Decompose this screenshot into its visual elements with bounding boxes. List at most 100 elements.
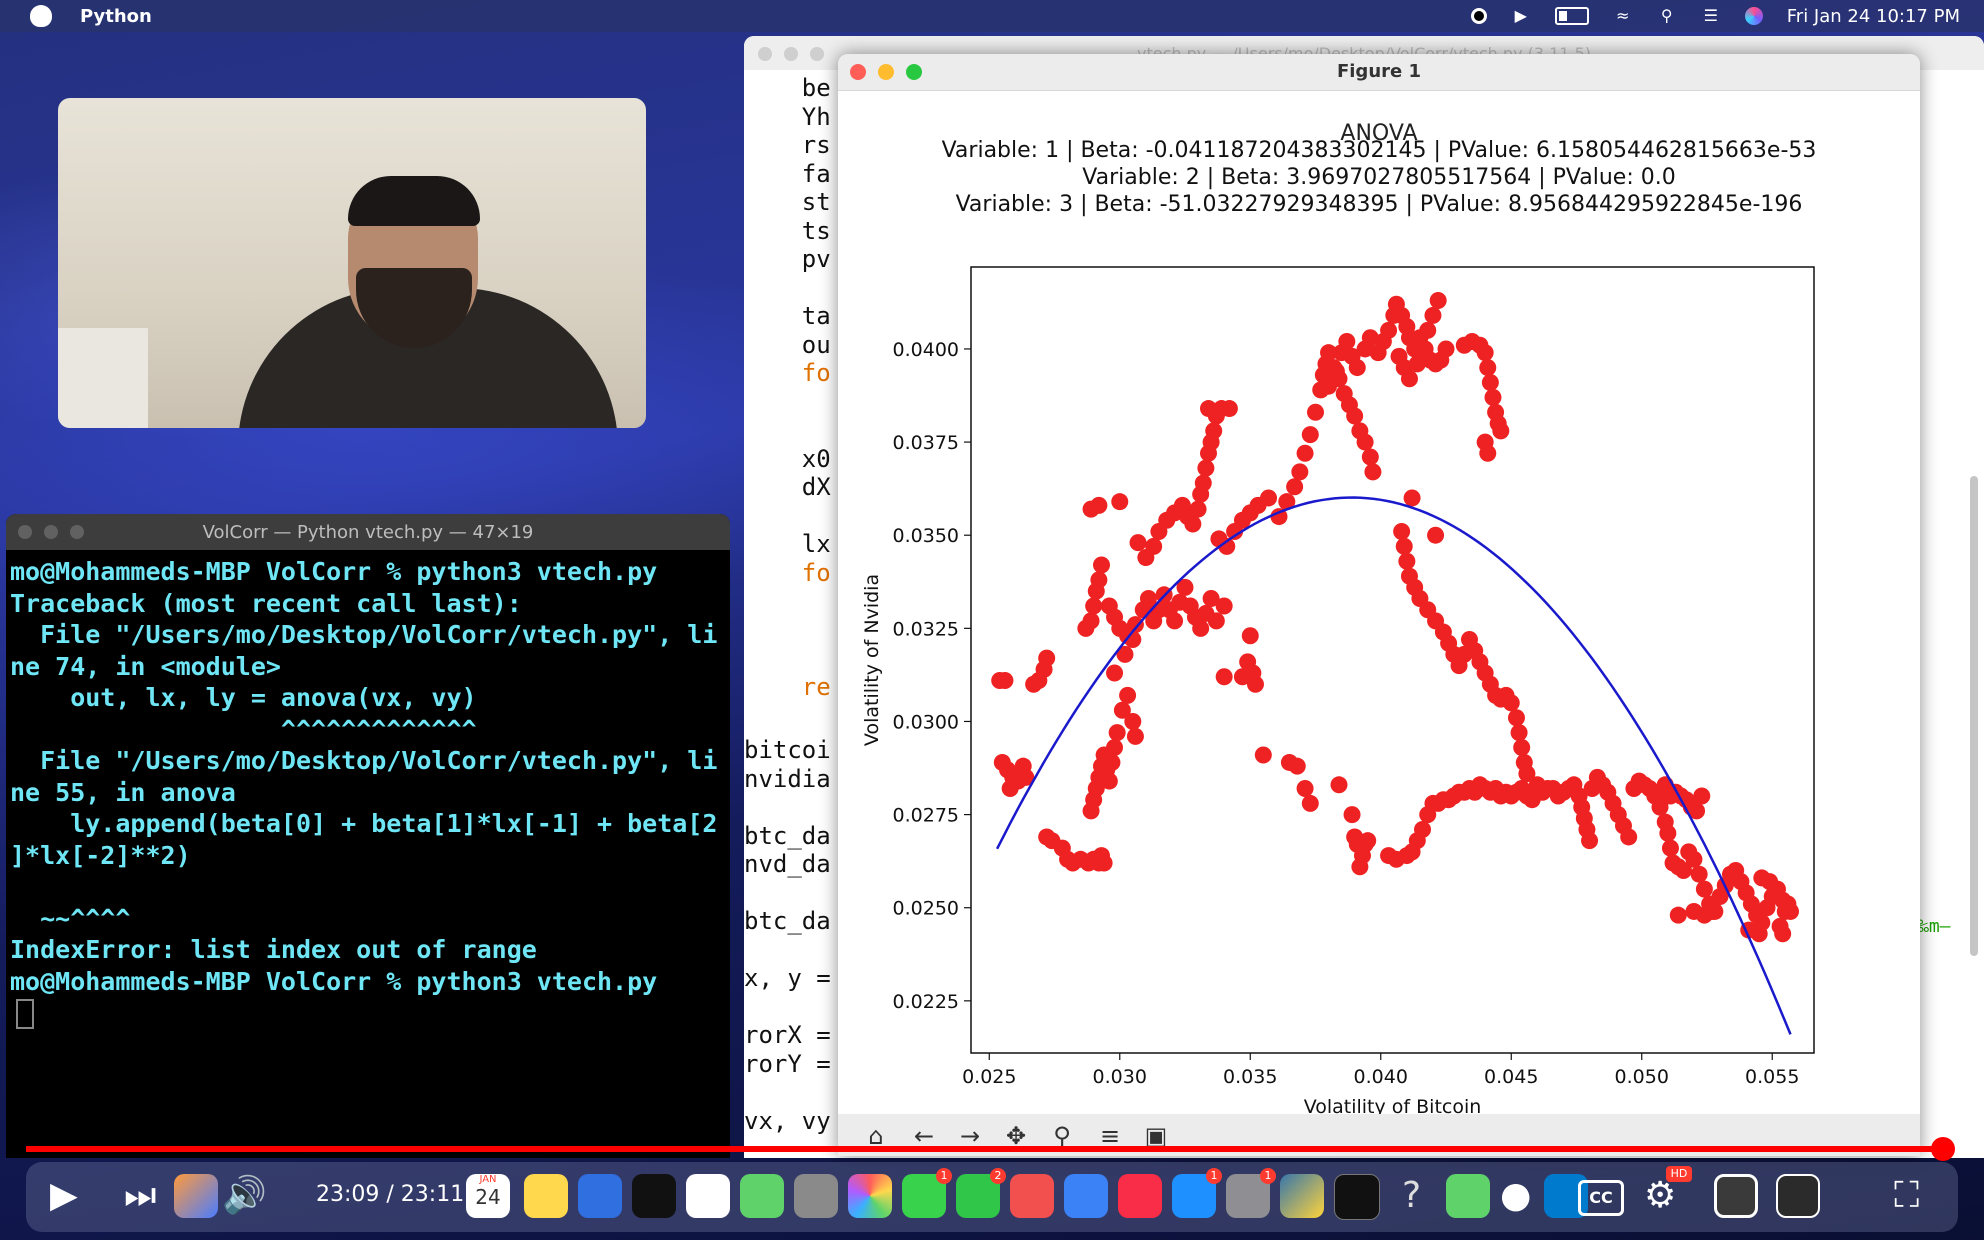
screen-record-icon[interactable] xyxy=(1470,8,1487,24)
scatter-point xyxy=(1513,739,1531,757)
menu-clock[interactable]: Fri Jan 24 10:17 PM xyxy=(1786,5,1960,27)
scatter-point xyxy=(1380,321,1398,339)
scatter-point xyxy=(1414,820,1432,838)
terminal-line: IndexError: list index out of range xyxy=(10,935,537,964)
android-studio-icon[interactable] xyxy=(1446,1174,1490,1218)
video-scrubber-knob[interactable] xyxy=(1930,1137,1955,1161)
notes-icon[interactable] xyxy=(524,1174,568,1218)
pan-icon[interactable]: ✥ xyxy=(1005,1122,1027,1150)
save-icon[interactable]: ▣ xyxy=(1144,1122,1168,1150)
scatter-point xyxy=(1307,403,1325,421)
next-icon[interactable]: ⏭ xyxy=(124,1175,157,1216)
captions-button[interactable]: CC xyxy=(1578,1180,1624,1216)
reminders-icon[interactable] xyxy=(686,1174,730,1218)
terminal-output[interactable]: mo@Mohammeds-MBP VolCorr % python3 vtech… xyxy=(6,550,730,1029)
code-line: rorY = xyxy=(744,1049,831,1078)
scatter-point xyxy=(1126,727,1144,745)
scatter-point xyxy=(1106,739,1124,757)
zoom-icon[interactable]: ⚲ xyxy=(1053,1122,1071,1150)
forward-arrow-icon[interactable]: → xyxy=(959,1122,981,1150)
facetime-icon[interactable]: 2 xyxy=(956,1168,1006,1218)
editor-code-upper[interactable]: be Yh rs fa st ts pv ta ou fo x0 dX lx f… xyxy=(744,74,831,701)
y-axis-label: Volatility of Nvidia xyxy=(861,574,883,746)
figure-title-bar[interactable]: Figure 1 xyxy=(838,54,1920,91)
settings-gear-icon[interactable]: ⚙ xyxy=(1644,1175,1677,1216)
scatter-point xyxy=(1661,839,1679,857)
terminal-dock-icon[interactable] xyxy=(1334,1174,1380,1220)
terminal-line: Traceback (most recent call last): xyxy=(10,588,522,618)
apple-menu-icon[interactable] xyxy=(30,5,52,27)
autoplay-toggle-icon[interactable]: ● xyxy=(1500,1175,1532,1216)
apple-tv-icon[interactable] xyxy=(632,1174,676,1218)
launchpad-icon[interactable] xyxy=(174,1174,218,1218)
scatter-point xyxy=(1361,329,1379,347)
scatter-point xyxy=(1703,902,1721,920)
editor-scrollbar[interactable] xyxy=(1970,476,1978,956)
code-line: rs xyxy=(801,131,831,159)
play-circle-icon[interactable]: ▶ xyxy=(1514,6,1527,25)
spotlight-search-icon[interactable]: ⚲ xyxy=(1660,6,1673,25)
terminal-line: out, lx, ly = anova(vx, vy) xyxy=(70,683,477,712)
code-line: st xyxy=(801,188,831,216)
python-launcher-icon[interactable] xyxy=(1280,1174,1324,1218)
scatter-point xyxy=(1197,459,1215,477)
scatter-point xyxy=(1246,675,1264,693)
xcode-icon[interactable] xyxy=(1064,1174,1108,1218)
music-icon[interactable] xyxy=(1118,1174,1162,1218)
menu-app-name[interactable]: Python xyxy=(80,5,152,27)
back-arrow-icon[interactable]: ← xyxy=(913,1122,935,1150)
volume-icon[interactable]: 🔊 xyxy=(222,1175,267,1216)
code-line: btc_da xyxy=(744,821,831,850)
code-line: x, y = xyxy=(744,964,831,992)
messages-icon[interactable]: 1 xyxy=(902,1168,952,1218)
photos-icon[interactable] xyxy=(848,1174,892,1218)
siri-icon[interactable] xyxy=(1744,7,1763,25)
system-settings-icon[interactable]: 1 xyxy=(1226,1168,1276,1218)
scatter-point xyxy=(1510,724,1528,742)
y-tick-label: 0.0225 xyxy=(893,991,959,1013)
scatter-point xyxy=(1403,489,1421,507)
code-line: ts xyxy=(801,216,831,245)
play-icon[interactable]: ▶ xyxy=(50,1175,78,1216)
figure-zoom-button[interactable] xyxy=(906,64,922,80)
y-tick-label: 0.0300 xyxy=(893,711,959,733)
editor-close-button[interactable] xyxy=(758,47,772,61)
code-line: be xyxy=(801,74,831,102)
battery-icon[interactable] xyxy=(1554,7,1589,25)
help-icon[interactable]: ? xyxy=(1402,1175,1422,1216)
screenshot-icon[interactable] xyxy=(794,1174,838,1218)
scatter-point xyxy=(1361,448,1379,466)
editor-code-lower[interactable]: bitcoi nvidia btc_da nvd_da btc_da x, y … xyxy=(744,736,831,1135)
calendar-icon[interactable]: JAN 24 xyxy=(466,1174,510,1218)
scatter-point xyxy=(1518,765,1536,783)
terminal-window: VolCorr — Python vtech.py — 47×19 mo@Moh… xyxy=(6,514,730,1158)
control-center-icon[interactable]: ☰ xyxy=(1703,6,1718,25)
figure-close-button[interactable] xyxy=(850,64,866,80)
configure-icon[interactable]: ≡ xyxy=(1099,1122,1121,1150)
terminal-minimize-button[interactable] xyxy=(44,525,58,539)
x-tick-label: 0.040 xyxy=(1354,1066,1408,1088)
y-tick-label: 0.0400 xyxy=(893,339,959,361)
figure-minimize-button[interactable] xyxy=(878,64,894,80)
fullscreen-icon[interactable]: ⛶ xyxy=(1894,1175,1920,1216)
editor-minimize-button[interactable] xyxy=(784,47,798,61)
news-icon[interactable] xyxy=(1010,1174,1054,1218)
scatter-point xyxy=(1113,701,1131,719)
code-line: Yh xyxy=(801,102,831,131)
matplotlib-figure-window: Figure 1 ANOVA Variable: 1 | Beta: -0.041… xyxy=(838,54,1920,1156)
home-icon[interactable]: ⌂ xyxy=(868,1122,884,1150)
wifi-icon[interactable]: ≈ xyxy=(1616,6,1630,25)
terminal-close-button[interactable] xyxy=(18,525,32,539)
scatter-point xyxy=(1620,828,1638,846)
maps-icon[interactable] xyxy=(740,1174,784,1218)
scatter-point xyxy=(1479,359,1497,377)
settings-badge: 1 xyxy=(1260,1168,1276,1184)
editor-zoom-button[interactable] xyxy=(810,47,824,61)
app-store-icon[interactable]: 1 xyxy=(1172,1168,1222,1218)
freeform-icon[interactable] xyxy=(578,1174,622,1218)
miniplayer-icon[interactable] xyxy=(1714,1174,1758,1218)
theater-mode-icon[interactable] xyxy=(1776,1174,1820,1218)
terminal-zoom-button[interactable] xyxy=(70,525,84,539)
terminal-title-bar[interactable]: VolCorr — Python vtech.py — 47×19 xyxy=(6,514,730,550)
